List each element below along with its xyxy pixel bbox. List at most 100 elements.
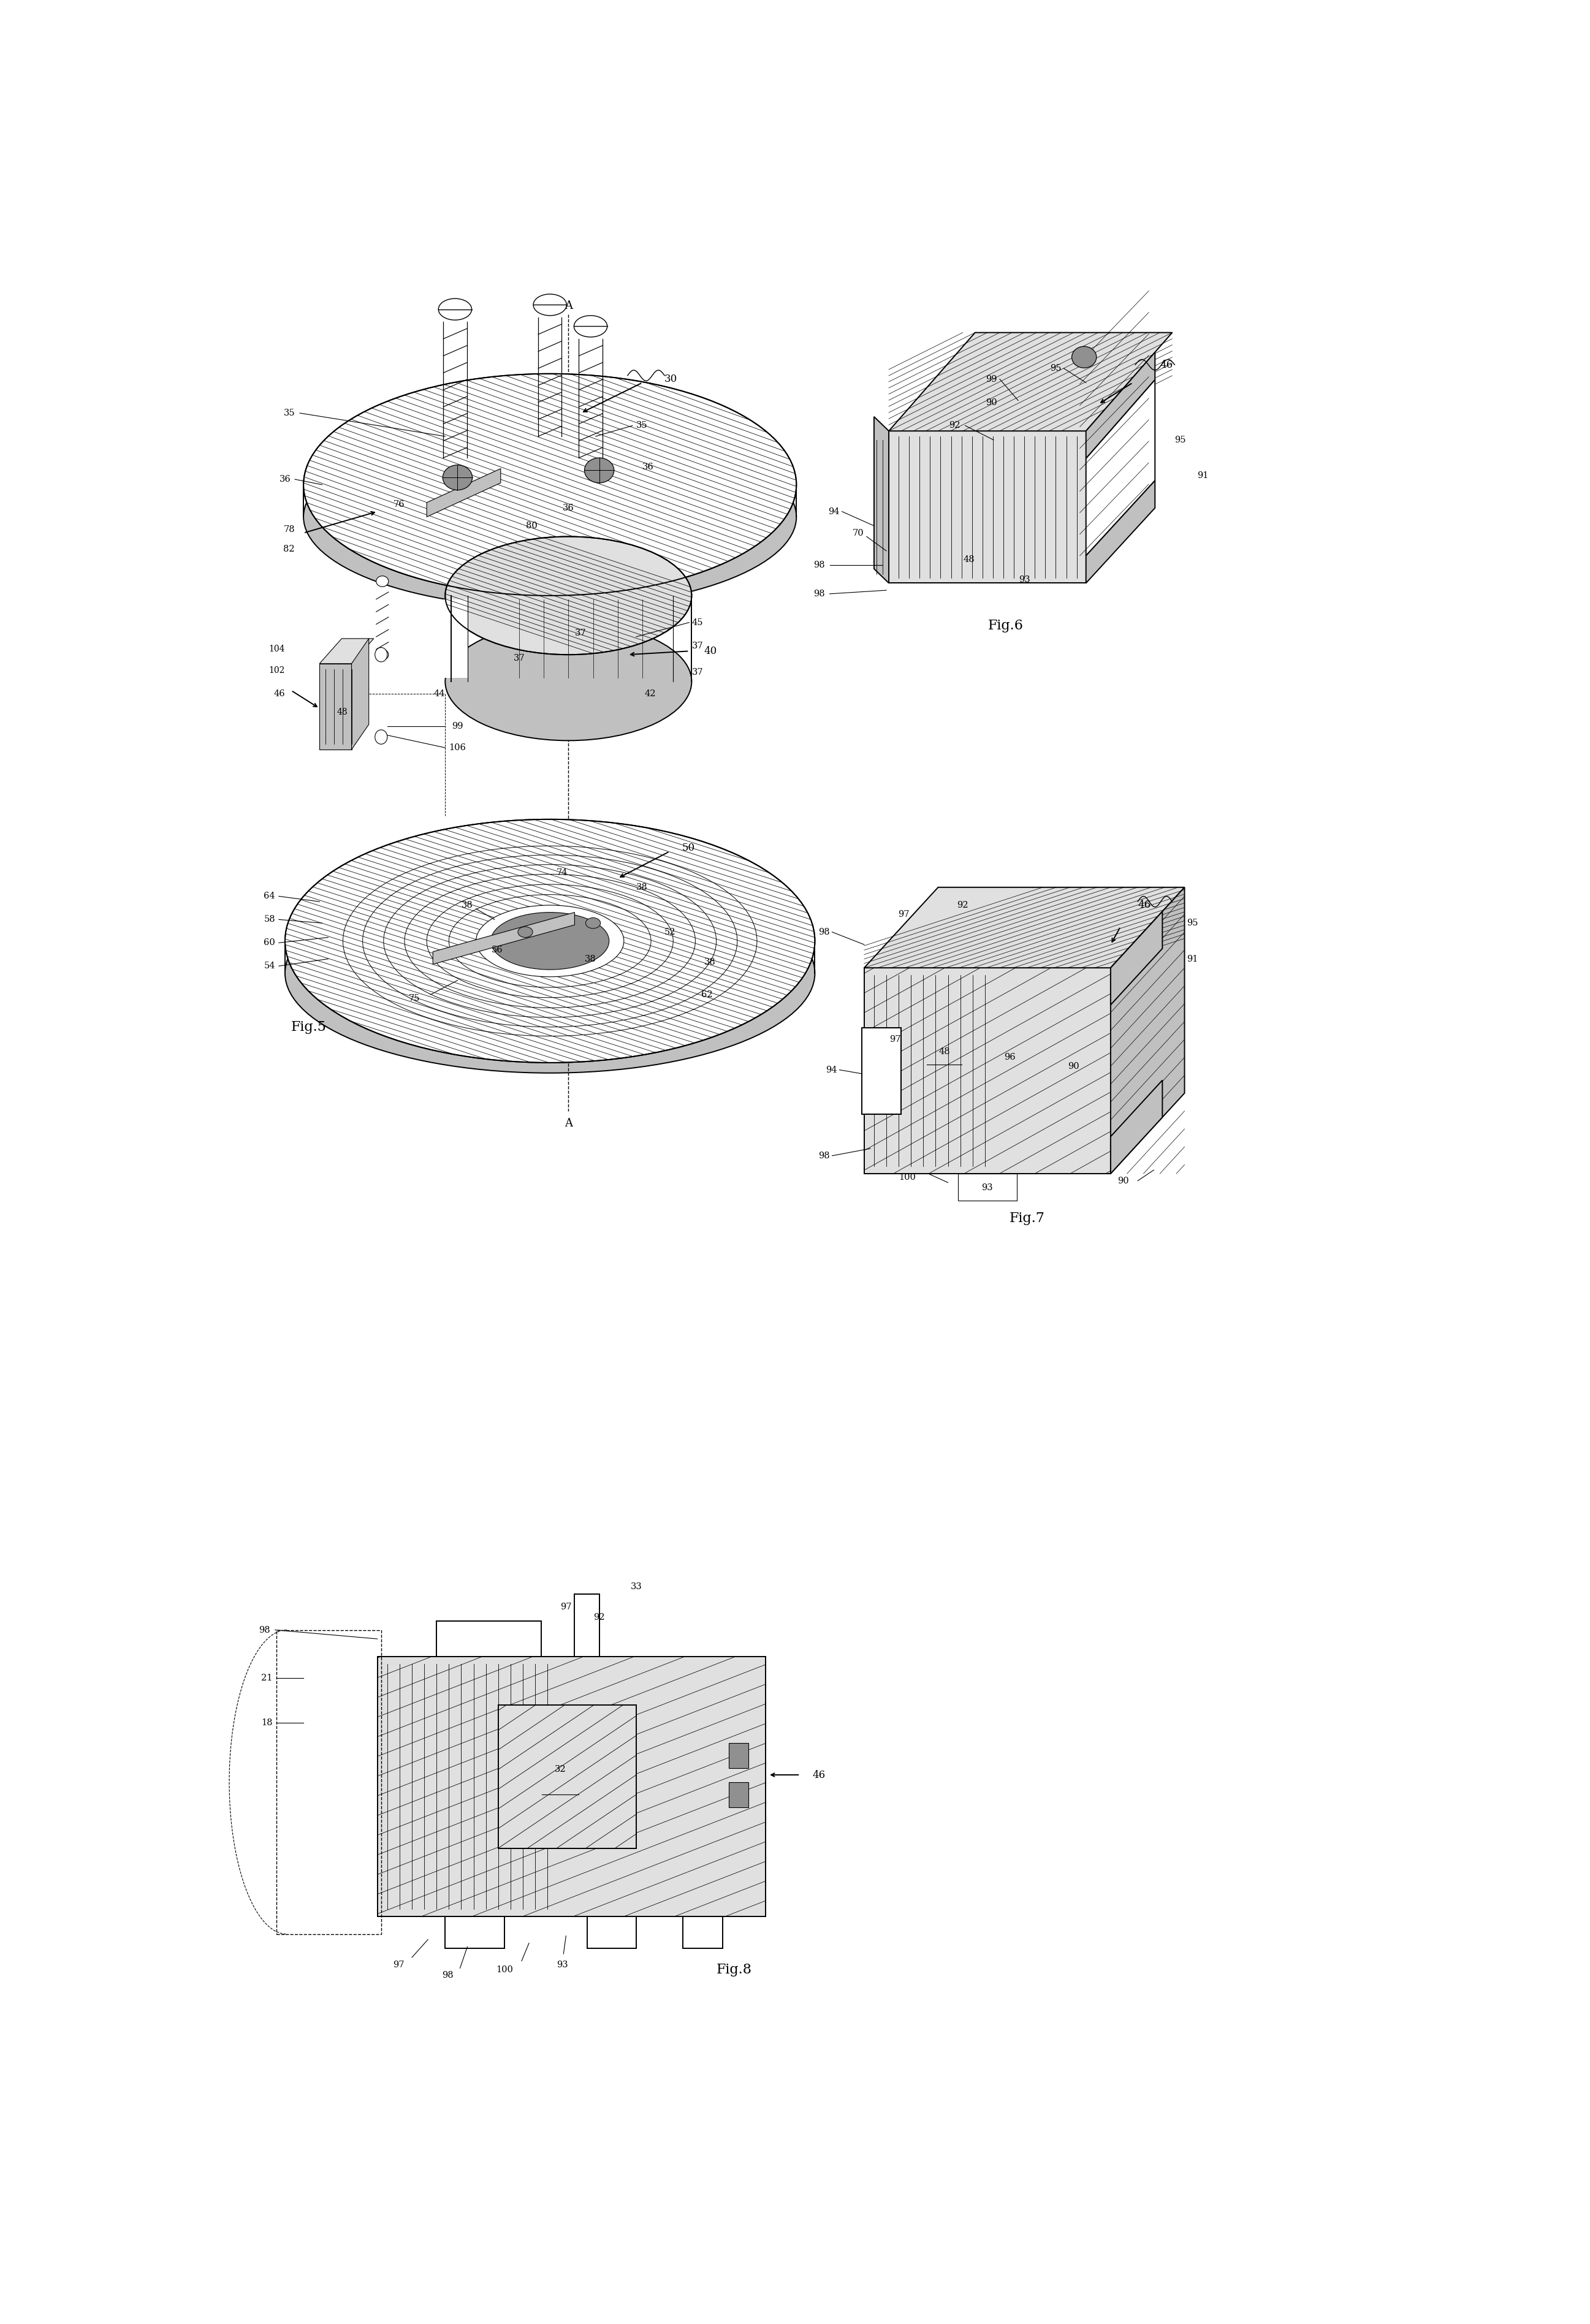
- Text: A: A: [564, 300, 572, 311]
- Polygon shape: [865, 888, 1185, 967]
- Text: 92: 92: [593, 1613, 604, 1622]
- Text: 21: 21: [261, 1673, 273, 1683]
- Text: 54: 54: [264, 962, 275, 971]
- Polygon shape: [1086, 353, 1154, 458]
- Text: 99: 99: [452, 723, 463, 730]
- Text: 90: 90: [1118, 1176, 1129, 1185]
- Ellipse shape: [375, 730, 388, 744]
- Ellipse shape: [304, 374, 797, 595]
- Ellipse shape: [491, 913, 609, 969]
- Text: 35: 35: [283, 409, 294, 418]
- Text: A: A: [564, 1118, 572, 1129]
- Text: Fig.8: Fig.8: [716, 1964, 752, 1978]
- Text: 78: 78: [283, 525, 294, 535]
- Polygon shape: [862, 1027, 902, 1113]
- Text: Fig.5: Fig.5: [291, 1020, 326, 1034]
- Text: 74: 74: [556, 869, 568, 876]
- Ellipse shape: [585, 458, 614, 483]
- Ellipse shape: [439, 297, 472, 321]
- Text: 52: 52: [665, 927, 676, 937]
- Text: 36: 36: [642, 462, 653, 472]
- Text: 70: 70: [852, 528, 865, 537]
- Ellipse shape: [377, 576, 388, 586]
- Text: 46: 46: [1138, 899, 1151, 911]
- Text: 90: 90: [1068, 1062, 1080, 1071]
- Polygon shape: [1110, 1081, 1162, 1174]
- Bar: [587, 1917, 636, 1948]
- Text: 98: 98: [819, 927, 830, 937]
- Text: 100: 100: [898, 1174, 916, 1181]
- Text: 98: 98: [814, 560, 825, 569]
- Text: 36: 36: [563, 504, 574, 511]
- Polygon shape: [426, 469, 501, 516]
- Text: 93: 93: [981, 1183, 994, 1192]
- Bar: [728, 1783, 749, 1808]
- Polygon shape: [320, 639, 374, 665]
- Text: 92: 92: [949, 421, 960, 430]
- Text: 40: 40: [704, 646, 717, 655]
- Polygon shape: [498, 1706, 636, 1848]
- Ellipse shape: [375, 648, 388, 662]
- Text: 98: 98: [442, 1971, 453, 1980]
- Polygon shape: [889, 332, 1172, 430]
- Bar: [445, 1917, 504, 1948]
- Text: 37: 37: [514, 653, 525, 662]
- Bar: [437, 1622, 541, 1657]
- Polygon shape: [442, 600, 467, 679]
- Text: 99: 99: [986, 374, 997, 383]
- Ellipse shape: [574, 316, 607, 337]
- Text: 96: 96: [1003, 1053, 1016, 1062]
- Text: 56: 56: [491, 946, 502, 955]
- Ellipse shape: [285, 820, 814, 1062]
- Ellipse shape: [304, 425, 797, 609]
- Ellipse shape: [445, 537, 692, 655]
- Text: 38: 38: [704, 957, 716, 967]
- Text: 92: 92: [957, 902, 968, 909]
- Text: 95: 95: [1049, 365, 1062, 372]
- Text: 37: 37: [692, 669, 703, 676]
- Polygon shape: [1110, 911, 1162, 1004]
- Text: 60: 60: [264, 939, 275, 948]
- Text: 46: 46: [812, 1769, 825, 1780]
- Ellipse shape: [445, 623, 692, 741]
- Text: 94: 94: [828, 507, 840, 516]
- Ellipse shape: [533, 295, 566, 316]
- Ellipse shape: [1072, 346, 1097, 367]
- Text: 95: 95: [1188, 918, 1199, 927]
- Polygon shape: [865, 967, 1110, 1174]
- Text: 93: 93: [556, 1959, 568, 1968]
- Text: 97: 97: [889, 1034, 900, 1043]
- Ellipse shape: [475, 906, 623, 976]
- Text: 48: 48: [337, 706, 348, 716]
- Text: 98: 98: [259, 1627, 270, 1634]
- Text: 38: 38: [636, 883, 647, 892]
- Text: 33: 33: [631, 1583, 642, 1592]
- Polygon shape: [1086, 379, 1154, 555]
- Text: 102: 102: [269, 667, 285, 674]
- Bar: [277, 1629, 382, 1934]
- Text: 38: 38: [461, 902, 474, 909]
- Text: 62: 62: [701, 990, 712, 999]
- Text: 18: 18: [261, 1720, 273, 1727]
- Text: 91: 91: [1188, 955, 1199, 962]
- Text: 64: 64: [264, 892, 275, 899]
- Text: 91: 91: [1197, 472, 1208, 481]
- Text: 35: 35: [636, 421, 647, 430]
- Text: 104: 104: [269, 646, 285, 653]
- Text: 46: 46: [273, 690, 285, 697]
- Text: 98: 98: [819, 1150, 830, 1160]
- Text: 75: 75: [409, 995, 420, 1002]
- Bar: [684, 1917, 722, 1948]
- Text: 46: 46: [1161, 360, 1173, 370]
- Text: 32: 32: [555, 1766, 566, 1773]
- Text: 76: 76: [393, 500, 405, 509]
- Polygon shape: [351, 639, 369, 751]
- Text: 44: 44: [434, 690, 445, 697]
- Text: 38: 38: [585, 955, 596, 962]
- Text: 37: 37: [576, 630, 587, 637]
- Bar: [957, 1174, 1018, 1202]
- Ellipse shape: [518, 927, 533, 937]
- Text: 80: 80: [526, 521, 537, 530]
- Bar: [574, 1594, 599, 1657]
- Text: 45: 45: [692, 618, 703, 627]
